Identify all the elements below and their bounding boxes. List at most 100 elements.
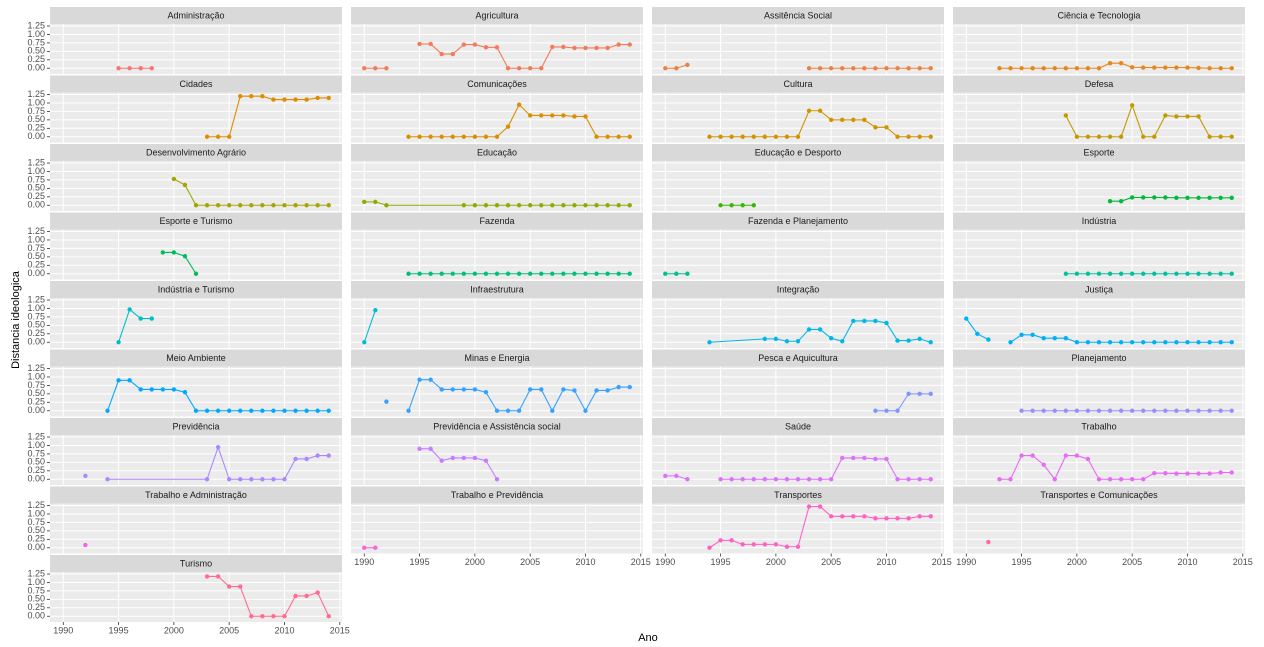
data-point — [1218, 271, 1223, 276]
data-point — [895, 516, 900, 521]
data-point — [1096, 66, 1102, 71]
data-point — [806, 327, 812, 332]
data-point — [884, 516, 889, 521]
y-tick-label: 0.75 — [27, 37, 45, 47]
data-point — [917, 514, 922, 519]
data-point — [773, 134, 779, 139]
x-tick-label: 2000 — [465, 557, 485, 567]
data-point — [439, 51, 444, 57]
data-point — [527, 271, 533, 276]
data-point — [828, 66, 834, 71]
data-point — [616, 42, 621, 47]
data-point — [718, 538, 723, 543]
data-point — [1229, 271, 1234, 276]
x-tick-label: 2005 — [821, 557, 841, 567]
strip-title: Indústria — [1082, 216, 1117, 226]
panel-background — [351, 161, 643, 211]
data-point — [572, 45, 577, 51]
data-point — [1085, 340, 1091, 345]
data-point — [1074, 453, 1080, 458]
data-point — [685, 62, 690, 68]
panel-background — [953, 92, 1245, 143]
data-point — [627, 134, 632, 139]
data-point — [1185, 271, 1190, 276]
data-point — [472, 455, 478, 461]
y-tick-label: 0.25 — [27, 123, 45, 133]
data-point — [472, 42, 478, 47]
x-tick-label: 1990 — [354, 557, 374, 567]
y-tick-label: 0.75 — [27, 448, 45, 458]
data-point — [1141, 340, 1146, 345]
y-tick-label: 0.00 — [27, 200, 45, 210]
data-point — [594, 388, 599, 393]
data-point — [884, 66, 889, 71]
x-tick-label: 1990 — [655, 557, 675, 567]
data-point — [1152, 134, 1157, 139]
strip-title: Planejamento — [1071, 353, 1126, 363]
y-tick-label: 0.75 — [27, 585, 45, 595]
data-point — [884, 408, 889, 413]
data-point — [1229, 66, 1234, 71]
strip — [50, 212, 342, 230]
data-point — [583, 271, 588, 276]
data-point — [516, 102, 522, 107]
data-point — [685, 271, 690, 276]
data-point — [1207, 271, 1212, 276]
data-point — [428, 377, 433, 382]
data-point — [171, 250, 177, 255]
data-point — [906, 391, 911, 397]
data-point — [282, 203, 287, 208]
data-point — [1096, 408, 1102, 413]
data-point — [271, 97, 276, 102]
data-point — [1019, 66, 1024, 71]
y-tick-label: 1.25 — [27, 431, 45, 441]
data-point — [561, 271, 566, 276]
data-point — [674, 66, 679, 71]
data-point — [539, 271, 544, 276]
data-point — [483, 203, 489, 208]
strip-title: Meio Ambiente — [166, 353, 226, 363]
strip-title: Indústria e Turismo — [158, 284, 235, 294]
data-point — [1107, 199, 1113, 204]
data-point — [884, 125, 889, 130]
data-point — [494, 203, 500, 208]
data-point — [1174, 114, 1179, 119]
data-point — [282, 614, 287, 619]
data-point — [1141, 195, 1146, 200]
data-point — [461, 42, 467, 47]
data-point — [784, 477, 790, 482]
y-tick-label: 0.50 — [27, 251, 45, 261]
data-point — [1174, 471, 1179, 476]
data-point — [238, 94, 243, 99]
y-tick-label: 0.00 — [27, 542, 45, 552]
data-point — [616, 384, 621, 390]
data-point — [326, 203, 331, 208]
strip — [50, 418, 342, 435]
y-tick-label: 0.25 — [27, 54, 45, 64]
data-point — [182, 389, 188, 395]
y-tick-label: 0.50 — [27, 525, 45, 535]
data-point — [439, 387, 444, 392]
y-tick-label: 1.25 — [27, 500, 45, 510]
strip-title: Trabalho e Administração — [145, 490, 247, 500]
data-point — [828, 336, 834, 341]
data-point — [204, 477, 210, 482]
data-point — [1129, 65, 1135, 70]
y-tick-label: 0.25 — [27, 260, 45, 270]
data-point — [729, 134, 734, 139]
data-point — [160, 387, 166, 392]
data-point — [862, 455, 867, 461]
data-point — [1163, 65, 1168, 70]
data-point — [1063, 336, 1069, 341]
data-point — [762, 542, 768, 547]
strip-title: Justiça — [1085, 284, 1113, 294]
data-point — [450, 271, 455, 276]
data-point — [1085, 408, 1091, 413]
data-point — [1129, 271, 1135, 276]
data-point — [461, 203, 467, 208]
data-point — [516, 66, 522, 71]
data-point — [605, 45, 610, 51]
data-point — [572, 271, 577, 276]
strip — [953, 212, 1245, 230]
data-point — [616, 203, 621, 208]
